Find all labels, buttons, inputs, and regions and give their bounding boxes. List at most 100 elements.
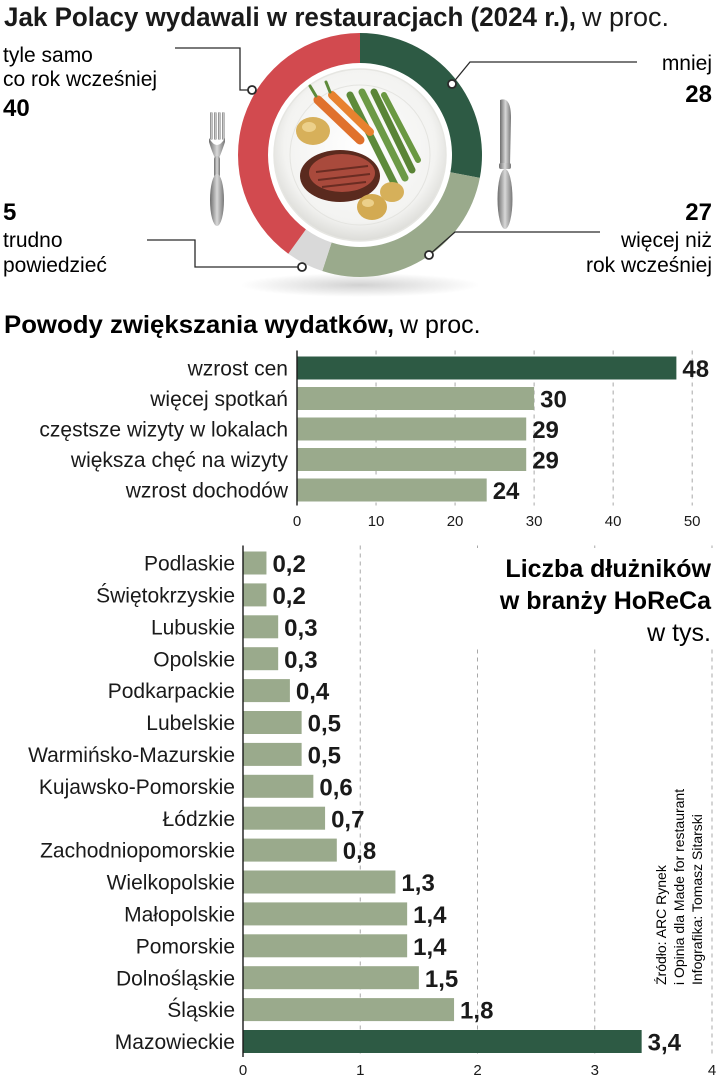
bar xyxy=(243,742,302,766)
category-label: częstsze wizyty w lokalach xyxy=(39,419,288,442)
value-label: 1,4 xyxy=(413,934,447,961)
category-label: Podlaskie xyxy=(144,553,235,576)
donut-slice-3 xyxy=(238,33,360,254)
category-label: Małopolskie xyxy=(124,903,235,926)
pie-label-line2: powiedzieć xyxy=(3,254,107,277)
bar xyxy=(243,934,408,958)
category-label: Łódzkie xyxy=(163,808,235,831)
value-label: 0,4 xyxy=(296,679,330,706)
x-tick-label: 4 xyxy=(708,1062,716,1079)
category-label: Śląskie xyxy=(167,998,235,1022)
knife-icon xyxy=(497,99,513,229)
value-label: 0,8 xyxy=(343,838,376,865)
pie-label-mniej: mniej 28 xyxy=(662,52,712,108)
x-tick-label: 20 xyxy=(447,513,464,530)
credits-line3: Infografika: Tomasz Sitarski xyxy=(689,814,705,985)
value-label: 0,5 xyxy=(308,743,341,770)
pie-label-line1: tyle samo xyxy=(3,44,93,67)
value-label: 0,5 xyxy=(308,711,341,738)
bar xyxy=(297,448,527,471)
bar xyxy=(243,679,290,703)
plate-shadow xyxy=(240,273,480,297)
bar xyxy=(243,647,279,671)
fork-icon xyxy=(209,112,225,226)
category-label: Opolskie xyxy=(153,648,235,671)
category-label: Świętokrzyskie xyxy=(96,583,235,607)
x-tick-label: 30 xyxy=(526,513,543,530)
category-label: Zachodniopomorskie xyxy=(40,840,235,863)
pie-label-trudno: 5 trudno powiedzieć xyxy=(3,199,107,277)
reasons-bar-chart: 0 10 20 30 40 50 wzrost cen 48 więcej spotkań 30 c… xyxy=(39,350,709,530)
value-label: 29 xyxy=(532,448,559,475)
chart1-unit: w proc. xyxy=(581,2,669,32)
chart1-title: Jak Polacy wydawali w restauracjach (202… xyxy=(4,2,576,32)
category-label: Podkarpackie xyxy=(108,680,235,703)
value-label: 1,3 xyxy=(401,870,434,897)
chart3-unit: w tys. xyxy=(646,619,711,647)
bar xyxy=(243,998,455,1022)
x-tick-label: 1 xyxy=(356,1062,364,1079)
x-tick-label: 50 xyxy=(684,513,701,530)
category-label: Kujawsko-Pomorskie xyxy=(39,776,235,799)
bar xyxy=(243,870,396,894)
pie-label-line1: więcej niż xyxy=(620,229,712,252)
value-label: 1,8 xyxy=(460,998,493,1025)
chart2-title: Powody zwiększania wydatków, xyxy=(4,311,394,339)
value-label: 29 xyxy=(532,417,559,444)
bar xyxy=(243,615,279,639)
category-label: wzrost cen xyxy=(187,358,288,381)
donut-slice-1 xyxy=(322,172,480,277)
bar xyxy=(297,387,535,410)
pie-leader-dots xyxy=(247,79,457,272)
pie-label-line1: mniej xyxy=(662,52,712,75)
value-label: 24 xyxy=(493,478,520,505)
bar xyxy=(243,774,314,798)
donut-chart xyxy=(238,33,482,277)
value-label: 48 xyxy=(682,356,709,383)
value-label: 0,6 xyxy=(319,774,352,801)
category-label: Lubuskie xyxy=(151,616,235,639)
bar xyxy=(243,1030,642,1053)
bar xyxy=(243,583,267,607)
value-label: 0,2 xyxy=(272,583,305,610)
credits-line1: Źródło: ARC Rynek xyxy=(653,864,669,985)
chart2-unit: w proc. xyxy=(399,311,481,339)
credits-line2: i Opinia dla Made for restaurant xyxy=(671,789,687,985)
category-label: Lubelskie xyxy=(146,712,235,735)
chart3-title-line1: Liczba dłużników xyxy=(505,555,711,583)
source-credits: Źródło: ARC Rynek i Opinia dla Made for … xyxy=(650,769,706,989)
value-label: 0,3 xyxy=(284,615,317,642)
x-tick-label: 10 xyxy=(368,513,385,530)
pie-value-wiecej: 27 xyxy=(685,199,712,226)
bar xyxy=(243,966,419,990)
bar xyxy=(243,838,337,862)
pie-value-trudno: 5 xyxy=(3,199,16,226)
category-label: więcej spotkań xyxy=(149,388,288,411)
value-label: 30 xyxy=(540,387,567,414)
pie-label-line1: trudno xyxy=(3,229,63,252)
value-label: 0,2 xyxy=(272,551,305,578)
category-label: Wielkopolskie xyxy=(107,872,235,895)
pie-label-wiecej: 27 więcej niż rok wcześniej xyxy=(586,199,712,277)
value-label: 0,7 xyxy=(331,806,364,833)
value-label: 3,4 xyxy=(648,1030,682,1057)
category-label: wzrost dochodów xyxy=(125,480,289,503)
bar xyxy=(297,417,527,441)
bar xyxy=(243,902,408,926)
pie-label-line2: co rok wcześniej xyxy=(3,68,157,91)
category-label: większa chęć na wizyty xyxy=(70,449,289,472)
chart3-title-line2: w branży HoReCa xyxy=(499,587,712,615)
category-label: Pomorskie xyxy=(136,935,235,958)
x-tick-label: 2 xyxy=(473,1062,481,1079)
plate-with-steak-image xyxy=(273,68,447,242)
x-tick-label: 40 xyxy=(605,513,622,530)
category-label: Warmińsko-Mazurskie xyxy=(28,744,235,767)
pie-value-tyle-samo: 40 xyxy=(3,95,30,122)
debtors-bar-chart: 0 1 2 3 4 Podlaskie 0,2 Świętokrzyskie 0,2 Lubusk… xyxy=(28,545,716,1079)
pie-label-line2: rok wcześniej xyxy=(586,254,712,277)
bar xyxy=(297,356,677,380)
bar xyxy=(243,711,302,734)
x-tick-label: 3 xyxy=(591,1062,599,1079)
donut-slice-0 xyxy=(360,33,482,178)
